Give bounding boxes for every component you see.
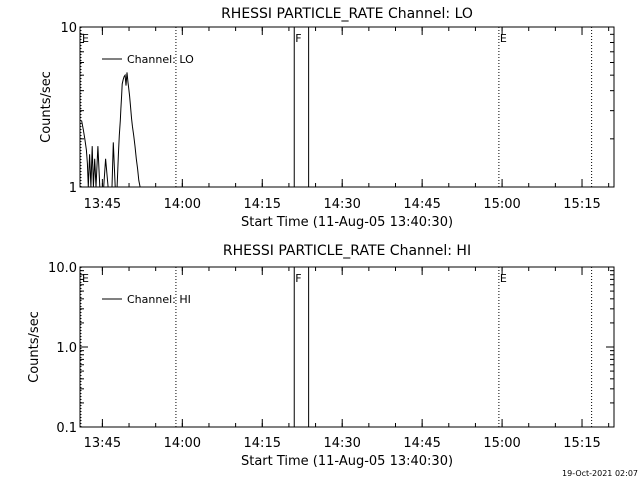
legend-label: Channel: HI	[127, 293, 191, 306]
x-tick-label: 14:45	[403, 436, 440, 451]
event-marker-label: E	[82, 272, 89, 285]
x-tick-label: 15:00	[483, 436, 520, 451]
x-tick-label: 14:15	[244, 197, 281, 212]
x-axis-label: Start Time (11-Aug-05 13:40:30)	[241, 454, 453, 469]
legend-label: Channel: LO	[127, 53, 194, 66]
x-tick-label: 14:00	[164, 197, 201, 212]
x-tick-label: 15:00	[483, 197, 520, 212]
y-axis-label: Counts/sec	[39, 71, 54, 143]
event-marker-label: E	[500, 272, 507, 285]
lo-channel-panel: RHESSI PARTICLE_RATE Channel: LO 13:45 14:…	[39, 6, 615, 230]
chart-title: RHESSI PARTICLE_RATE Channel: HI	[223, 243, 471, 259]
event-marker-label: F	[295, 32, 301, 45]
plot-frame	[79, 26, 615, 188]
x-tick-label: 13:45	[84, 197, 121, 212]
x-tick-label: 14:00	[164, 436, 201, 451]
x-tick-label: 15:15	[563, 197, 600, 212]
y-tick-label: 1.0	[56, 341, 77, 356]
x-tick-label: 14:45	[403, 197, 440, 212]
chart-title: RHESSI PARTICLE_RATE Channel: LO	[221, 6, 473, 22]
plot-frame	[79, 266, 615, 428]
event-marker-label: E	[500, 32, 507, 45]
y-tick-label: 10.0	[48, 261, 77, 276]
x-tick-label: 14:30	[323, 436, 360, 451]
hi-channel-panel: RHESSI PARTICLE_RATE Channel: HI 13:45 14:…	[27, 243, 615, 469]
y-tick-label: 0.1	[56, 421, 77, 436]
x-axis-label: Start Time (11-Aug-05 13:40:30)	[241, 215, 453, 230]
x-tick-label: 14:30	[323, 197, 360, 212]
x-tick-label: 14:15	[244, 436, 281, 451]
x-tick-label: 15:15	[563, 436, 600, 451]
series-line	[81, 72, 142, 188]
event-marker-label: E	[82, 32, 89, 45]
event-marker-label: F	[295, 272, 301, 285]
y-axis-label: Counts/sec	[27, 311, 42, 383]
generation-timestamp: 19-Oct-2021 02:07	[562, 469, 638, 478]
y-tick-label: 1	[69, 181, 77, 196]
x-tick-label: 13:45	[84, 436, 121, 451]
y-tick-label: 10	[60, 21, 77, 36]
